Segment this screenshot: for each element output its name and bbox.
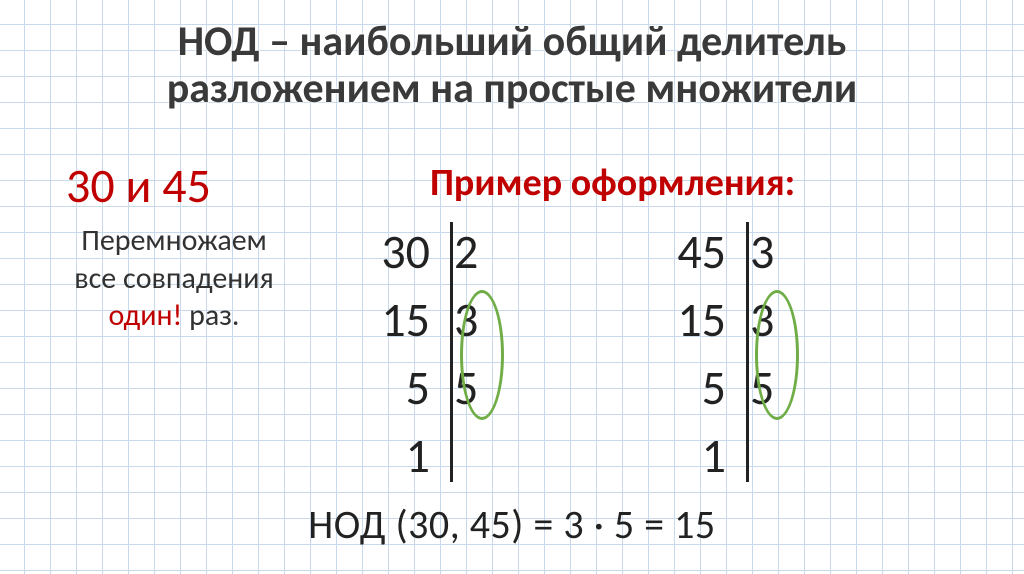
numbers-pair: 30 и 45 bbox=[66, 156, 211, 215]
note-line-2: все совпадения bbox=[74, 260, 274, 297]
example-label: Пример оформления: bbox=[430, 160, 795, 206]
ladder-left: 30 bbox=[362, 218, 440, 286]
ladder-row: 1 bbox=[362, 422, 500, 490]
ladder-left: 1 bbox=[658, 422, 736, 490]
ladder-left: 15 bbox=[362, 286, 440, 354]
ladder-right: 2 bbox=[440, 218, 500, 286]
title-line-1: НОД – наибольший общий делитель bbox=[178, 16, 847, 67]
factor-ladder-30: 302 153 55 1 bbox=[362, 218, 500, 490]
ladder-left: 1 bbox=[362, 422, 440, 490]
page-title: НОД – наибольший общий делитель разложен… bbox=[0, 18, 1024, 112]
ladder-row: 302 bbox=[362, 218, 500, 286]
title-line-2: разложением на простые множители bbox=[167, 63, 857, 114]
ladder-divider bbox=[450, 222, 453, 482]
ladder-right: 3 bbox=[736, 218, 796, 286]
note-line-3-rest: раз. bbox=[182, 297, 239, 334]
ladder-right: 3 bbox=[736, 286, 796, 354]
note-text: Перемножаем все совпадения один! раз. bbox=[24, 222, 324, 335]
ladder-left: 45 bbox=[658, 218, 736, 286]
factor-ladder-45: 453 153 55 1 bbox=[658, 218, 796, 490]
ladder-row: 55 bbox=[658, 354, 796, 422]
ladder-row: 153 bbox=[658, 286, 796, 354]
result-equation: НОД (30, 45) = 3 · 5 = 15 bbox=[0, 500, 1024, 549]
ladder-row: 153 bbox=[362, 286, 500, 354]
note-line-1: Перемножаем bbox=[81, 222, 267, 259]
ladder-right: 5 bbox=[440, 354, 500, 422]
ladder-row: 1 bbox=[658, 422, 796, 490]
ladder-divider bbox=[746, 222, 749, 482]
ladder-left: 5 bbox=[362, 354, 440, 422]
ladder-right: 5 bbox=[736, 354, 796, 422]
ladder-left: 15 bbox=[658, 286, 736, 354]
ladder-right: 3 bbox=[440, 286, 500, 354]
ladder-row: 453 bbox=[658, 218, 796, 286]
ladder-left: 5 bbox=[658, 354, 736, 422]
ladder-row: 55 bbox=[362, 354, 500, 422]
note-accent: один! bbox=[109, 297, 183, 334]
slide-content: НОД – наибольший общий делитель разложен… bbox=[0, 0, 1024, 574]
